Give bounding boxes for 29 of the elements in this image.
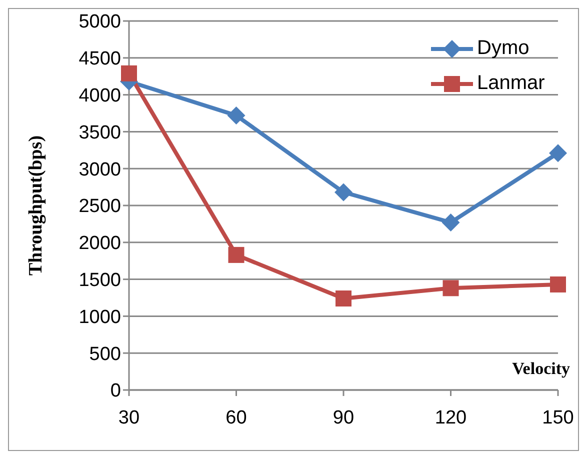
y-tick-label: 4500 xyxy=(78,48,121,70)
legend-label: Dymo xyxy=(477,37,530,60)
point xyxy=(121,65,137,82)
point xyxy=(227,106,246,124)
y-tick-label: 5000 xyxy=(78,12,121,33)
point xyxy=(442,280,459,296)
y-tick-label: 3000 xyxy=(78,159,121,180)
x-tick-label: 60 xyxy=(226,407,247,428)
point xyxy=(228,246,244,263)
y-tick-label: 500 xyxy=(89,344,121,365)
legend-label: Lanmar xyxy=(477,72,545,95)
point xyxy=(336,290,352,306)
x-tick-label: 90 xyxy=(332,407,354,428)
y-tick-label: 3500 xyxy=(78,122,121,144)
y-tick-label: 4000 xyxy=(78,86,121,107)
y-tick-label: 1000 xyxy=(78,306,121,328)
point xyxy=(334,183,352,202)
point xyxy=(550,276,566,292)
y-tick-label: 2500 xyxy=(78,196,121,218)
y-tick-label: 2000 xyxy=(78,233,121,254)
y-tick-label: 0 xyxy=(110,380,121,402)
x-tick-label: 150 xyxy=(542,407,574,428)
y-tick-label: 1500 xyxy=(78,270,121,292)
y-axis-title: Throughput(bps) xyxy=(26,135,47,276)
point xyxy=(549,144,567,162)
x-tick-label: 30 xyxy=(118,407,140,428)
point xyxy=(442,213,460,232)
x-axis-title: Velocity xyxy=(512,359,570,378)
x-tick-label: 120 xyxy=(434,407,467,428)
